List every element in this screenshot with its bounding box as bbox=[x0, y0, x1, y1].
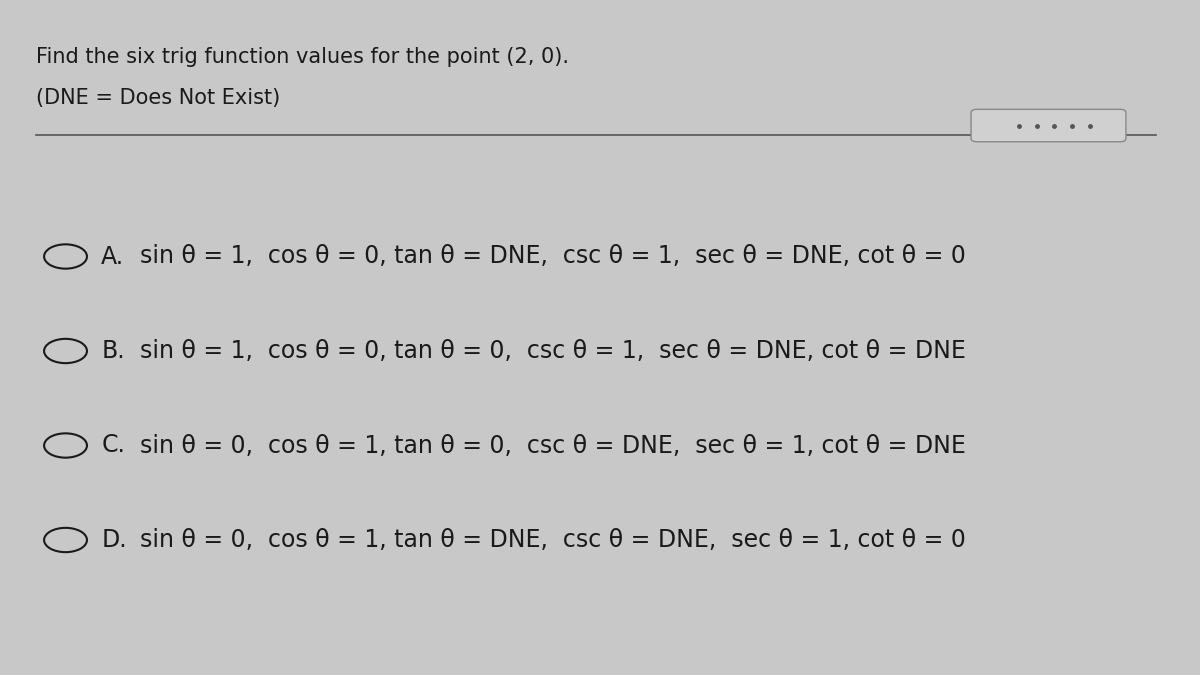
Text: sin θ = 0,  cos θ = 1, tan θ = 0,  csc θ = DNE,  sec θ = 1, cot θ = DNE: sin θ = 0, cos θ = 1, tan θ = 0, csc θ =… bbox=[125, 433, 966, 458]
Text: Find the six trig function values for the point (2, 0).: Find the six trig function values for th… bbox=[36, 47, 569, 68]
FancyBboxPatch shape bbox=[971, 109, 1126, 142]
Text: C.: C. bbox=[101, 433, 125, 458]
Text: B.: B. bbox=[101, 339, 125, 363]
Text: A.: A. bbox=[101, 244, 125, 269]
Text: sin θ = 1,  cos θ = 0, tan θ = 0,  csc θ = 1,  sec θ = DNE, cot θ = DNE: sin θ = 1, cos θ = 0, tan θ = 0, csc θ =… bbox=[125, 339, 966, 363]
Text: D.: D. bbox=[101, 528, 127, 552]
Text: (DNE = Does Not Exist): (DNE = Does Not Exist) bbox=[36, 88, 280, 108]
Text: sin θ = 1,  cos θ = 0, tan θ = DNE,  csc θ = 1,  sec θ = DNE, cot θ = 0: sin θ = 1, cos θ = 0, tan θ = DNE, csc θ… bbox=[125, 244, 966, 269]
Text: sin θ = 0,  cos θ = 1, tan θ = DNE,  csc θ = DNE,  sec θ = 1, cot θ = 0: sin θ = 0, cos θ = 1, tan θ = DNE, csc θ… bbox=[125, 528, 966, 552]
